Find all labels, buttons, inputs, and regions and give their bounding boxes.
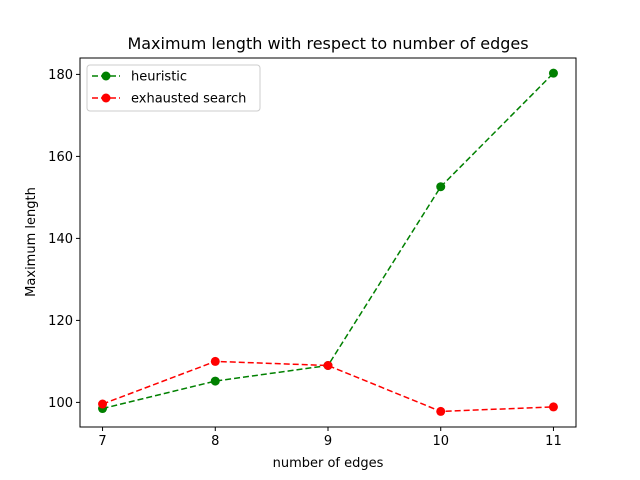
exhausted-search-data-point [548, 402, 558, 412]
plot-frame [79, 57, 577, 428]
legend-marker-heuristic [101, 71, 111, 81]
y-tick-label: 180 [48, 68, 73, 83]
plot-area [98, 68, 558, 416]
legend-marker-exhausted-search [101, 93, 111, 103]
heuristic-data-point [548, 68, 558, 78]
x-axis: 7 8 9 10 11 [98, 427, 562, 449]
y-axis-label: Maximum length [24, 187, 39, 297]
heuristic-data-point [210, 376, 220, 386]
legend-label-heuristic: heuristic [131, 70, 187, 85]
x-tick-label: 11 [545, 434, 562, 449]
x-tick-label: 9 [324, 434, 332, 449]
x-axis-label: number of edges [273, 456, 384, 471]
y-tick-label: 160 [48, 150, 73, 165]
exhausted-search-data-point [323, 361, 333, 370]
exhausted-search-series-line [102, 360, 554, 413]
heuristic-data-point [436, 182, 446, 192]
legend: heuristic exhausted search [86, 64, 261, 112]
chart-title: Maximum length with respect to number of… [127, 34, 528, 53]
legend-label-exhausted-search: exhausted search [131, 92, 246, 107]
legend-box [86, 64, 261, 112]
y-tick-label: 140 [48, 232, 73, 247]
exhausted-search-data-point [210, 356, 220, 366]
exhausted-search-data-point [436, 406, 446, 416]
x-tick-label: 10 [432, 434, 449, 449]
y-tick-label: 120 [48, 314, 73, 329]
exhausted-search-data-point [98, 399, 108, 409]
y-tick-label: 100 [48, 396, 73, 411]
x-tick-label: 8 [211, 434, 219, 449]
x-tick-label: 7 [98, 434, 106, 449]
y-axis: 100 120 140 160 180 [48, 68, 80, 411]
heuristic-series-line [102, 72, 554, 410]
